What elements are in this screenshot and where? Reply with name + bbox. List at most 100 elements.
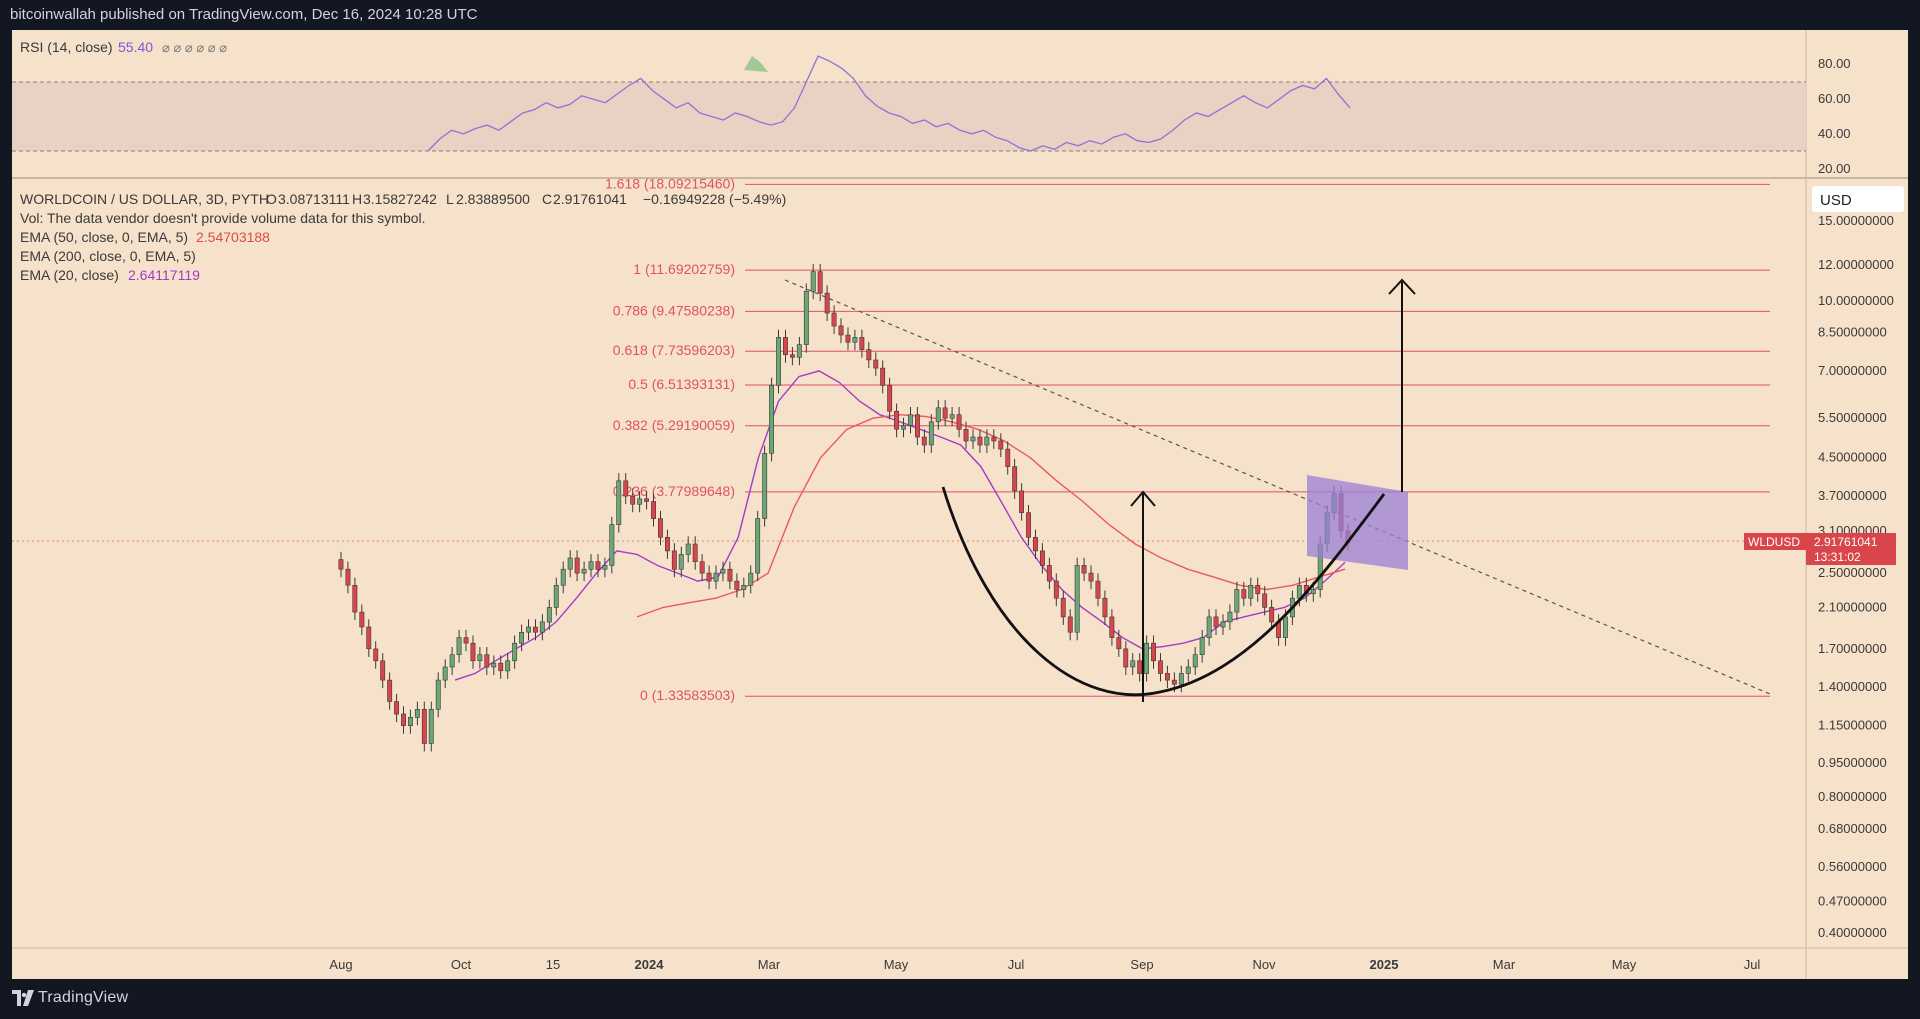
candle <box>1012 458 1018 499</box>
candle-body <box>512 642 518 662</box>
candle <box>1234 581 1240 621</box>
rsi-band <box>12 82 1806 151</box>
candle-body <box>546 607 552 623</box>
time-axis-label: Sep <box>1130 957 1153 972</box>
chart-panel-background <box>12 30 1908 979</box>
footer-brand[interactable]: TradingView <box>38 989 129 1006</box>
time-axis-label: Nov <box>1252 957 1276 972</box>
candle <box>380 653 386 689</box>
candle-body <box>1053 580 1059 599</box>
candle-body <box>1241 589 1247 599</box>
publish-header: bitcoinwallah published on TradingView.c… <box>0 0 1920 30</box>
candle <box>338 551 344 578</box>
price-tag-symbol: WLDUSD <box>1748 535 1800 549</box>
candle <box>484 647 490 675</box>
candle <box>373 641 379 669</box>
candle <box>553 577 559 616</box>
candle <box>1151 635 1157 669</box>
candle <box>609 516 615 574</box>
candle-body <box>1192 654 1198 668</box>
candle-body <box>1046 565 1052 582</box>
candle-body <box>824 292 830 314</box>
fib-level-label: 0 (1.33583503) <box>640 687 735 703</box>
candle-body <box>657 518 663 538</box>
ema200-label: EMA (200, close, 0, EMA, 5) <box>20 248 196 264</box>
rsi-overbought-fill <box>744 56 768 72</box>
candle <box>776 329 782 394</box>
ema50-value: 2.54703188 <box>196 229 270 245</box>
candle <box>519 624 525 652</box>
candle-body <box>373 648 379 662</box>
candle <box>727 561 733 590</box>
candle <box>644 491 650 510</box>
candle <box>914 407 920 445</box>
candle <box>630 488 636 513</box>
candle-body <box>602 565 608 570</box>
time-axis-label: Mar <box>1493 957 1516 972</box>
candle <box>984 429 990 453</box>
candle <box>401 706 406 734</box>
candle <box>567 550 573 578</box>
candle-body <box>359 611 365 628</box>
candle-body <box>713 572 719 582</box>
candle-body <box>1033 536 1038 552</box>
candle <box>442 659 448 689</box>
candle-body <box>1081 565 1087 574</box>
candle <box>838 318 844 344</box>
candle-body <box>887 385 893 412</box>
candle <box>1206 609 1212 646</box>
candle-body <box>956 414 962 430</box>
candle-body <box>1074 565 1080 633</box>
candle <box>352 577 358 621</box>
candle <box>991 429 997 449</box>
candle-body <box>762 452 768 519</box>
candle <box>782 329 788 363</box>
time-axis-label: Jul <box>1744 957 1761 972</box>
ohlc-low-label: L <box>446 191 454 207</box>
candle-body <box>866 349 872 361</box>
candle <box>1095 573 1101 607</box>
price-axis-tick: 5.50000000 <box>1818 410 1887 425</box>
candle <box>762 445 768 527</box>
candle <box>824 285 830 321</box>
currency-box[interactable] <box>1812 186 1904 212</box>
candle-body <box>873 359 879 369</box>
candle-body <box>977 436 983 446</box>
candle-body <box>817 271 823 294</box>
candle <box>498 655 504 679</box>
candle-body <box>574 557 580 574</box>
candle-body <box>991 436 997 442</box>
price-axis-tick: 0.68000000 <box>1818 821 1887 836</box>
candle-body <box>1185 666 1191 674</box>
tradingview-logo-icon[interactable] <box>12 990 34 1006</box>
candle-body <box>498 662 504 672</box>
candle-body <box>491 662 497 668</box>
candle-body <box>1116 637 1122 650</box>
candle-body <box>1130 660 1136 668</box>
candle-body <box>505 660 511 672</box>
candle-body <box>1102 597 1108 618</box>
price-axis-tick: 4.50000000 <box>1818 450 1887 465</box>
fib-level-label: 0.5 (6.51393131) <box>628 376 735 392</box>
candle <box>637 491 643 513</box>
candle-body <box>984 436 990 446</box>
candle-body <box>484 654 490 668</box>
candle <box>755 510 761 582</box>
candle-body <box>449 654 455 668</box>
currency-label: USD <box>1820 192 1852 209</box>
candle-body <box>720 568 726 574</box>
target-arrowhead <box>1388 278 1416 295</box>
candle-body <box>616 480 622 525</box>
volume-note: Vol: The data vendor doesn't provide vol… <box>20 210 426 226</box>
rsi-axis-tick: 60.00 <box>1818 91 1851 106</box>
candle-body <box>1109 616 1115 638</box>
candle <box>1269 599 1275 630</box>
candle <box>803 283 809 353</box>
candle <box>769 377 775 462</box>
candle-body <box>470 642 476 662</box>
candle <box>602 557 608 578</box>
candle-body <box>401 713 406 726</box>
price-axis-tick: 1.70000000 <box>1818 641 1887 656</box>
candle-body <box>748 572 754 586</box>
